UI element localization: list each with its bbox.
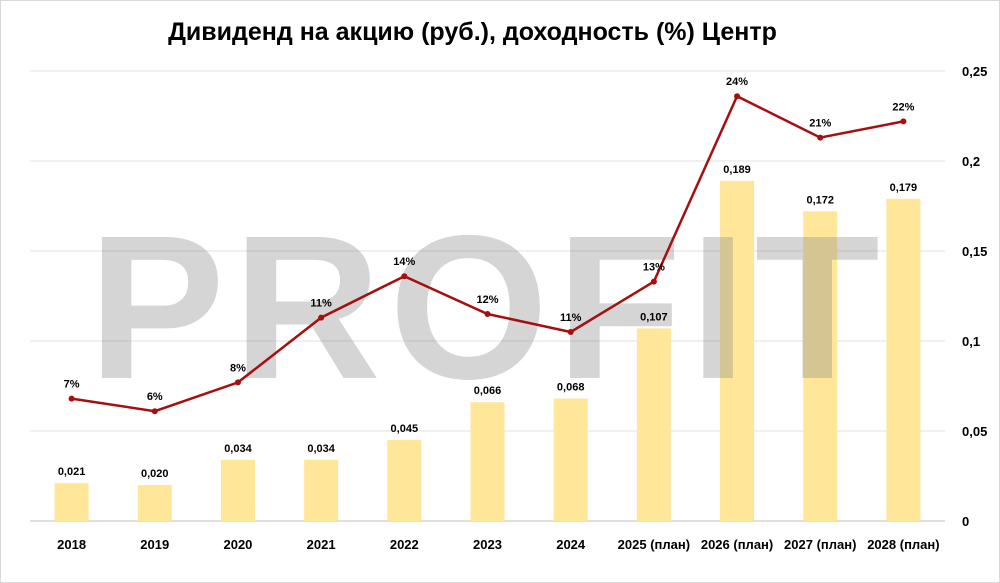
yield-point [567, 329, 574, 335]
x-tick-label: 2018 [57, 537, 86, 552]
y-tick-label: 0,05 [962, 424, 987, 439]
yield-point [234, 379, 241, 386]
yield-data-label: 12% [476, 294, 498, 306]
bar [54, 483, 89, 521]
x-tick-label: 2023 [473, 537, 502, 552]
bar-data-label: 0,021 [58, 466, 86, 478]
yield-data-label: 24% [726, 76, 748, 88]
x-tick-label: 2026 (план) [701, 537, 773, 552]
yield-data-label: 7% [64, 379, 80, 391]
bar-data-label: 0,172 [806, 194, 834, 206]
yield-point [68, 395, 75, 402]
y-tick-label: 0,2 [962, 154, 980, 169]
x-tick-label: 2022 [390, 537, 419, 552]
x-tick-label: 2019 [140, 537, 169, 552]
yield-point [817, 134, 824, 141]
yield-data-label: 11% [310, 298, 332, 310]
bar-data-label: 0,020 [141, 468, 169, 480]
bar-data-label: 0,068 [557, 382, 585, 394]
y-tick-label: 0,1 [962, 334, 980, 349]
x-tick-label: 2025 (план) [618, 537, 690, 552]
x-tick-label: 2021 [307, 537, 336, 552]
yield-data-label: 14% [393, 256, 415, 268]
yield-point [318, 314, 325, 321]
watermark: PROFIT [88, 193, 888, 422]
bar-data-label: 0,034 [224, 443, 252, 455]
bar [220, 459, 255, 521]
yield-point [734, 93, 741, 100]
bar [137, 485, 172, 521]
bar [720, 180, 755, 522]
bar-data-label: 0,107 [640, 311, 668, 323]
bar-data-label: 0,066 [474, 385, 502, 397]
y-tick-label: 0,25 [962, 64, 987, 79]
yield-data-label: 11% [560, 312, 582, 324]
yield-data-label: 6% [147, 391, 163, 403]
bar [886, 198, 921, 522]
yield-data-label: 21% [809, 118, 831, 130]
yield-point [900, 118, 907, 125]
bar-data-label: 0,179 [890, 182, 918, 194]
bar-data-label: 0,045 [391, 423, 419, 435]
bar [304, 459, 339, 521]
yield-data-label: 8% [230, 362, 246, 374]
yield-point [650, 278, 657, 285]
bar [553, 398, 588, 521]
bar [470, 402, 505, 521]
x-tick-label: 2027 (план) [784, 537, 856, 552]
x-tick-label: 2020 [223, 537, 252, 552]
bar [387, 440, 422, 521]
yield-data-label: 13% [643, 262, 665, 274]
bar [803, 211, 838, 521]
yield-point [401, 273, 408, 280]
chart-title: Дивиденд на акцию (руб.), доходность (%)… [168, 18, 777, 46]
yield-data-label: 22% [892, 101, 914, 113]
bar-data-label: 0,189 [723, 164, 751, 176]
x-tick-label: 2024 [556, 537, 586, 552]
y-tick-label: 0,15 [962, 244, 987, 259]
yield-point [151, 408, 158, 415]
bar [636, 328, 671, 521]
x-tick-label: 2028 (план) [867, 537, 939, 552]
y-tick-label: 0 [962, 514, 969, 529]
bar-data-label: 0,034 [307, 443, 335, 455]
yield-point [484, 311, 491, 317]
